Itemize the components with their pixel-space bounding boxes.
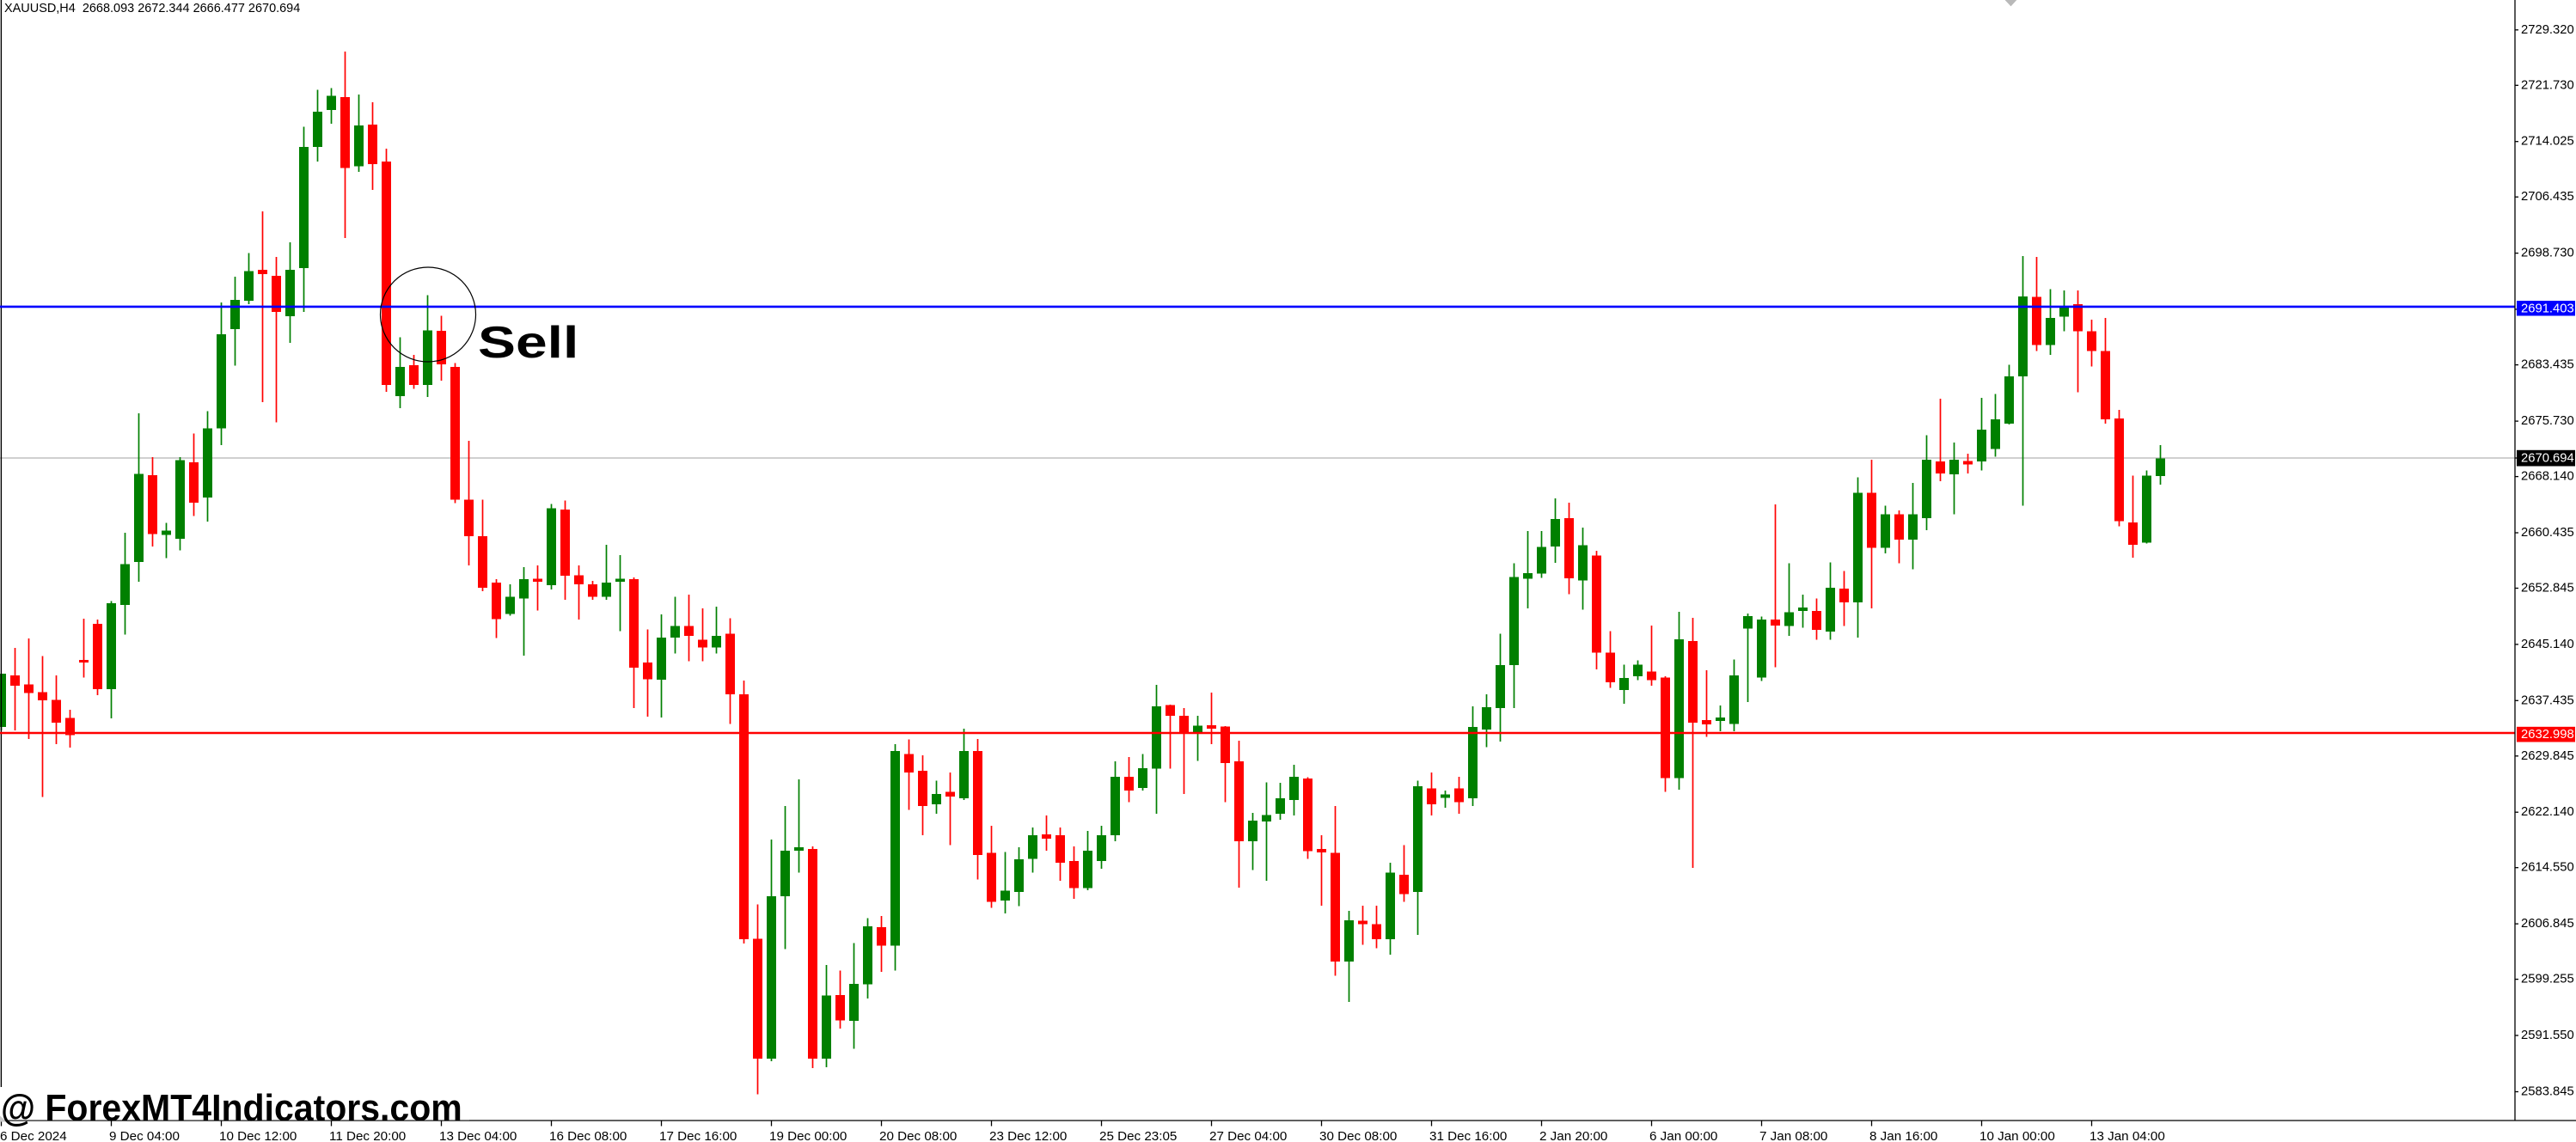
svg-text:2660.435: 2660.435 — [2521, 526, 2574, 540]
svg-text:2698.730: 2698.730 — [2521, 247, 2574, 260]
svg-text:2622.140: 2622.140 — [2521, 805, 2574, 819]
svg-text:19 Dec 00:00: 19 Dec 00:00 — [769, 1129, 847, 1142]
svg-text:2675.730: 2675.730 — [2521, 414, 2574, 428]
svg-text:2 Jan 20:00: 2 Jan 20:00 — [1539, 1129, 1607, 1142]
svg-text:31 Dec 16:00: 31 Dec 16:00 — [1429, 1129, 1507, 1142]
svg-text:27 Dec 04:00: 27 Dec 04:00 — [1209, 1129, 1287, 1142]
svg-text:2629.845: 2629.845 — [2521, 749, 2574, 763]
svg-text:2599.255: 2599.255 — [2521, 973, 2574, 986]
svg-text:2583.845: 2583.845 — [2521, 1085, 2574, 1099]
svg-text:2683.435: 2683.435 — [2521, 358, 2574, 372]
svg-text:2652.845: 2652.845 — [2521, 582, 2574, 595]
svg-text:2729.320: 2729.320 — [2521, 23, 2574, 37]
svg-text:10 Dec 12:00: 10 Dec 12:00 — [219, 1129, 297, 1142]
svg-text:6 Jan 00:00: 6 Jan 00:00 — [1649, 1129, 1717, 1142]
svg-text:16 Dec 08:00: 16 Dec 08:00 — [549, 1129, 627, 1142]
svg-text:2614.550: 2614.550 — [2521, 861, 2574, 875]
svg-text:6 Dec 2024: 6 Dec 2024 — [0, 1129, 67, 1142]
svg-text:11 Dec 20:00: 11 Dec 20:00 — [329, 1129, 406, 1142]
svg-text:7 Jan 08:00: 7 Jan 08:00 — [1759, 1129, 1827, 1142]
svg-text:13 Jan 04:00: 13 Jan 04:00 — [2090, 1129, 2165, 1142]
svg-text:2668.140: 2668.140 — [2521, 470, 2574, 484]
svg-text:17 Dec 16:00: 17 Dec 16:00 — [659, 1129, 737, 1142]
svg-text:9 Dec 04:00: 9 Dec 04:00 — [109, 1129, 180, 1142]
svg-text:2691.403: 2691.403 — [2521, 302, 2574, 315]
svg-text:2714.025: 2714.025 — [2521, 135, 2574, 149]
svg-text:23 Dec 12:00: 23 Dec 12:00 — [989, 1129, 1067, 1142]
svg-text:30 Dec 08:00: 30 Dec 08:00 — [1319, 1129, 1397, 1142]
svg-text:2637.435: 2637.435 — [2521, 693, 2574, 707]
svg-text:25 Dec 23:05: 25 Dec 23:05 — [1099, 1129, 1177, 1142]
svg-text:13 Dec 04:00: 13 Dec 04:00 — [439, 1129, 517, 1142]
svg-text:2706.435: 2706.435 — [2521, 190, 2574, 204]
svg-text:2721.730: 2721.730 — [2521, 78, 2574, 92]
svg-text:2591.550: 2591.550 — [2521, 1029, 2574, 1042]
svg-text:20 Dec 08:00: 20 Dec 08:00 — [879, 1129, 957, 1142]
svg-text:10 Jan 00:00: 10 Jan 00:00 — [1979, 1129, 2055, 1142]
svg-text:2606.845: 2606.845 — [2521, 917, 2574, 931]
svg-text:2632.998: 2632.998 — [2521, 728, 2574, 742]
svg-text:2670.694: 2670.694 — [2521, 452, 2574, 466]
svg-text:2645.140: 2645.140 — [2521, 638, 2574, 651]
svg-text:8 Jan 16:00: 8 Jan 16:00 — [1869, 1129, 1937, 1142]
